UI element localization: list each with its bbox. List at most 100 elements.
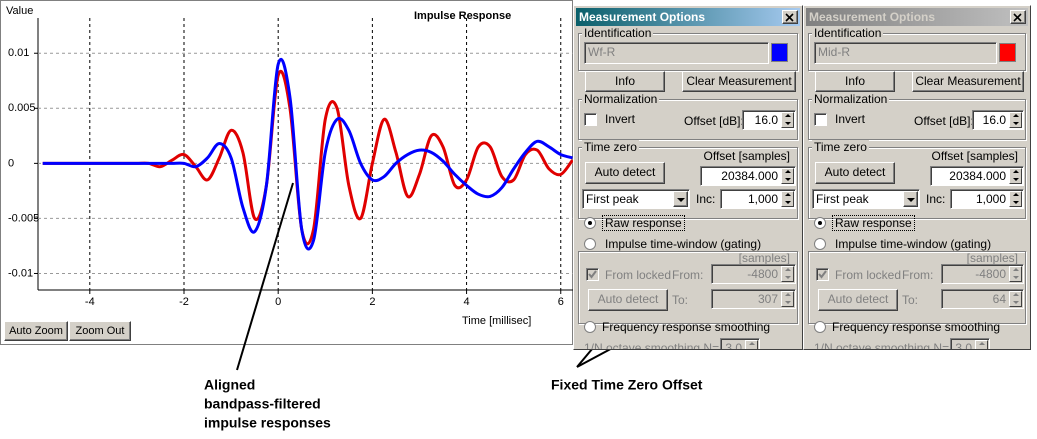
auto-detect-gate-button: Auto detect (818, 289, 898, 311)
group-label: Time zero (582, 140, 639, 154)
offset-samples-field[interactable]: 20384.000 (930, 166, 1024, 186)
arrow-down (785, 301, 791, 304)
raw-radio[interactable] (814, 217, 826, 229)
dropdown-arrow[interactable] (903, 191, 918, 207)
arrow-down (785, 122, 791, 125)
info-button[interactable]: Info (585, 71, 665, 92)
group-box (808, 147, 1026, 219)
spin-arrows (1009, 112, 1022, 128)
arrow-up (785, 293, 791, 296)
arrow-down (785, 276, 791, 279)
smoothing-label: Frequency response smoothing (832, 320, 1001, 334)
group-box (578, 33, 798, 71)
y-tick-label: 0.01 (8, 47, 29, 59)
spin-arrows (781, 112, 794, 128)
offset-db-label: Offset [dB]: (914, 114, 974, 128)
arrow-up (1013, 293, 1019, 296)
title-bar: Measurement Options (806, 8, 1028, 26)
arrow-up (1013, 193, 1019, 196)
y-tick-label: 0 (8, 157, 14, 169)
inc-field[interactable]: 1,000 (720, 189, 796, 209)
arrow-down (1013, 122, 1019, 125)
mode-dropdown[interactable]: First peak (582, 189, 690, 209)
gating-radio[interactable] (584, 238, 596, 250)
from-locked-checkbox (816, 268, 829, 281)
spin-arrows (1009, 191, 1022, 207)
arrow-up (785, 268, 791, 271)
annotation: Aligned (204, 377, 255, 393)
spin-arrows (1009, 266, 1022, 282)
auto-detect-button[interactable]: Auto detect (585, 162, 665, 184)
info-button[interactable]: Info (815, 71, 895, 92)
group-label: Normalization (582, 92, 660, 106)
line (42, 57, 573, 251)
color-swatch[interactable] (771, 43, 788, 62)
chart: Value Impulse Response Time [millisec] 0… (0, 0, 573, 345)
x-tick-label: -2 (179, 296, 189, 308)
offset-db-label: Offset [dB]: (684, 114, 744, 128)
gating-label: Impulse time-window (gating) (835, 237, 992, 251)
annotation: impulse responses (204, 415, 331, 431)
arrow-up (979, 342, 985, 345)
from-label: From: (672, 268, 704, 282)
y-axis-label: Value (6, 5, 33, 17)
smoothing-radio[interactable] (814, 321, 826, 333)
spin-arrows (781, 168, 794, 184)
invert-checkbox[interactable] (584, 113, 597, 126)
close-button[interactable] (1010, 10, 1026, 24)
x-tick-label: 0 (275, 296, 281, 308)
arrow-down (1013, 301, 1019, 304)
arrow-down (1013, 276, 1019, 279)
auto-detect-button[interactable]: Auto detect (815, 162, 895, 184)
spin-arrows (781, 191, 794, 207)
inc-label: Inc: (926, 192, 946, 206)
to-field: 307 (711, 289, 796, 309)
spin-arrows (1009, 168, 1022, 184)
check-icon (818, 270, 827, 279)
close-button[interactable] (782, 10, 798, 24)
from-locked-checkbox (586, 268, 599, 281)
radio-dot (818, 221, 822, 225)
inc-label: Inc: (696, 192, 716, 206)
invert-checkbox[interactable] (814, 113, 827, 126)
name-field[interactable]: Mid-R (814, 42, 997, 64)
spin-arrows (781, 266, 794, 282)
x-tick-label: -4 (85, 296, 95, 308)
spin-arrows (975, 340, 988, 349)
annotation: bandpass-filtered (204, 396, 321, 412)
group-label: Identification (812, 26, 884, 40)
x-tick-label: 2 (369, 296, 375, 308)
clear-button[interactable]: Clear Measurement (912, 71, 1024, 92)
gating-box (808, 251, 1026, 324)
name-field[interactable]: Wf-R (584, 42, 769, 64)
auto-detect-gate-button: Auto detect (588, 289, 668, 311)
inc-field[interactable]: 1,000 (950, 189, 1024, 209)
raw-radio[interactable] (584, 217, 596, 229)
raw-label: Raw response (602, 215, 685, 231)
clear-button[interactable]: Clear Measurement (682, 71, 796, 92)
color-swatch[interactable] (999, 43, 1016, 62)
spin-arrows (1009, 291, 1022, 307)
mode-dropdown[interactable]: First peak (812, 189, 920, 209)
to-field: 64 (941, 289, 1024, 309)
to-label: To: (672, 293, 689, 307)
options-panel: Measurement Options Identification Wf-R Inf… (573, 5, 803, 350)
chart-button[interactable]: Zoom Out (69, 321, 131, 341)
x-tick-label: 6 (558, 296, 564, 308)
y-tick-label: -0.005 (8, 212, 39, 224)
from-locked-label: From locked (605, 268, 672, 282)
smoothing-radio[interactable] (584, 321, 596, 333)
dropdown-arrow[interactable] (673, 191, 688, 207)
y-tick-label: 0.005 (8, 102, 36, 114)
spin-arrows (781, 291, 794, 307)
raw-label: Raw response (832, 215, 915, 231)
offset-samples-field[interactable]: 20384.000 (700, 166, 796, 186)
chart-button[interactable]: Auto Zoom (4, 321, 68, 341)
group-box (808, 33, 1026, 71)
group-box (578, 99, 798, 140)
offset-samples-label: Offset [samples] (703, 149, 790, 163)
to-label: To: (902, 293, 919, 307)
gating-radio[interactable] (814, 238, 826, 250)
radio-dot (588, 221, 592, 225)
group-label: Normalization (812, 92, 890, 106)
